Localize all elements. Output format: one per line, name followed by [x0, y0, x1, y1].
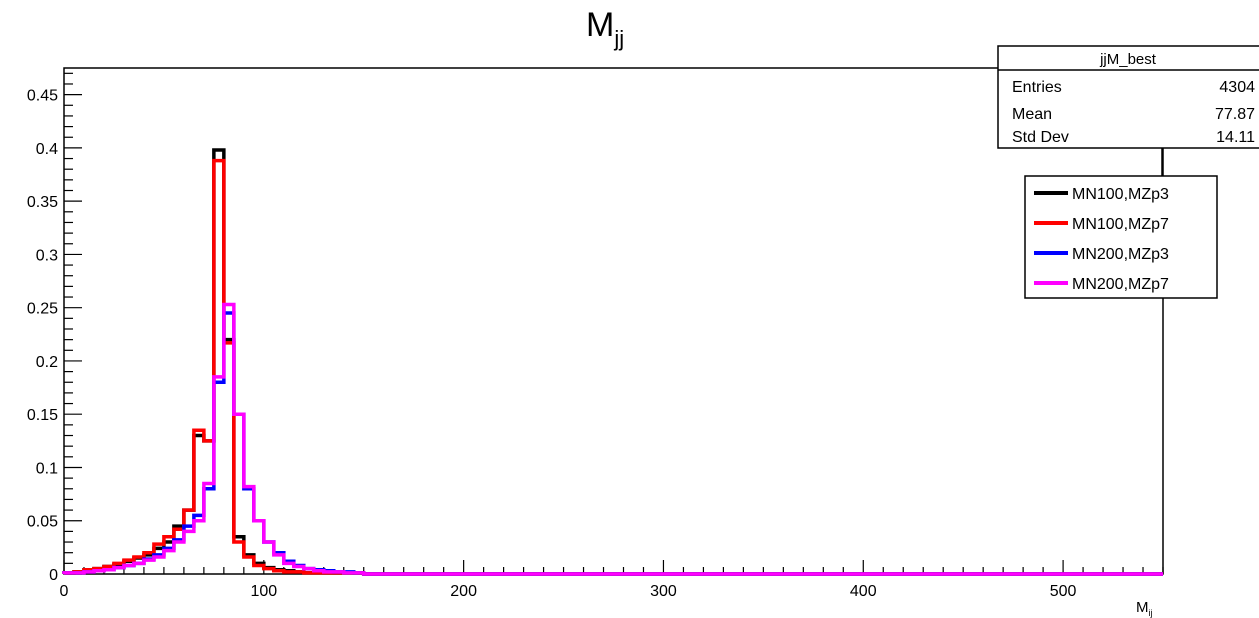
chart-title-main: M — [586, 6, 614, 44]
stats-entries-label: Entries — [1012, 79, 1062, 96]
legend-frame — [1024, 175, 1218, 299]
stats-stddev-label: Std Dev — [1012, 129, 1069, 146]
legend-label-3: MN200,MZp7 — [1072, 276, 1169, 293]
y-tick-label: 0 — [49, 567, 58, 584]
x-tick-label: 300 — [650, 583, 677, 600]
y-tick-label: 0.2 — [36, 354, 58, 371]
x-tick-label: 500 — [1050, 583, 1077, 600]
series-line-0 — [62, 148, 1163, 576]
chart-title: Mjj — [586, 6, 624, 51]
axis-tick-labels: 0 100 200 300 400 500 0 0.05 0.1 0.15 0.2 0.25 0.3 0.… — [27, 88, 1077, 600]
y-tick-label: 0.35 — [27, 194, 58, 211]
y-tick-label: 0.4 — [36, 141, 58, 158]
x-axis-label-sub: ij — [1149, 608, 1153, 618]
y-tick-label: 0.25 — [27, 301, 58, 318]
y-tick-label: 0.45 — [27, 88, 58, 105]
legend-label-2: MN200,MZp3 — [1072, 246, 1169, 263]
x-tick-label: 0 — [60, 583, 69, 600]
x-tick-label: 400 — [850, 583, 877, 600]
x-tick-label: 100 — [250, 583, 277, 600]
series-line-1 — [62, 158, 1163, 576]
stats-entries-value: 4304 — [1219, 79, 1255, 96]
legend: MN100,MZp3 MN100,MZp7 MN200,MZp3 MN200,M… — [1024, 175, 1218, 299]
stats-box-frame — [997, 45, 1259, 149]
stats-box: jjM_best Entries 4304 Mean 77.87 Std Dev… — [997, 45, 1259, 149]
series-line-3 — [62, 302, 1163, 576]
x-tick-label: 200 — [450, 583, 477, 600]
stats-stddev-value: 14.11 — [1216, 129, 1255, 146]
y-tick-label: 0.05 — [27, 514, 58, 531]
stats-mean-label: Mean — [1012, 106, 1052, 123]
chart-title-sub: jj — [613, 26, 624, 51]
stats-box-title: jjM_best — [1099, 51, 1157, 68]
x-axis-label-main: M — [1136, 599, 1149, 616]
legend-label-0: MN100,MZp3 — [1072, 186, 1169, 203]
y-tick-label: 0.3 — [36, 247, 58, 264]
series-layer — [62, 148, 1163, 576]
legend-label-1: MN100,MZp7 — [1072, 216, 1169, 233]
y-tick-label: 0.1 — [36, 460, 58, 477]
stats-mean-value: 77.87 — [1215, 106, 1255, 123]
x-axis-label: Mij — [1136, 599, 1153, 618]
series-line-2 — [62, 311, 1163, 576]
y-tick-label: 0.15 — [27, 407, 58, 424]
